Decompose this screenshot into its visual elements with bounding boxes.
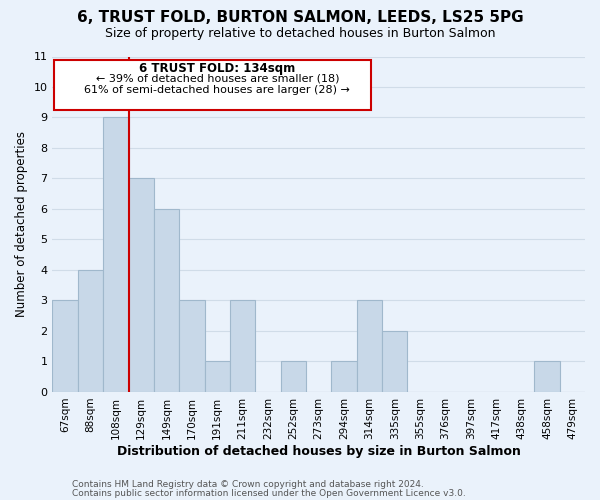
Text: 6 TRUST FOLD: 134sqm: 6 TRUST FOLD: 134sqm [139,62,295,75]
X-axis label: Distribution of detached houses by size in Burton Salmon: Distribution of detached houses by size … [117,444,521,458]
Text: Contains public sector information licensed under the Open Government Licence v3: Contains public sector information licen… [72,488,466,498]
Bar [128,178,154,392]
Text: Contains HM Land Registry data © Crown copyright and database right 2024.: Contains HM Land Registry data © Crown c… [72,480,424,489]
Bar [331,362,357,392]
Y-axis label: Number of detached properties: Number of detached properties [15,131,28,317]
Bar [205,362,230,392]
Bar [230,300,256,392]
Text: Size of property relative to detached houses in Burton Salmon: Size of property relative to detached ho… [105,28,495,40]
Bar [534,362,560,392]
Bar [382,331,407,392]
Text: 6, TRUST FOLD, BURTON SALMON, LEEDS, LS25 5PG: 6, TRUST FOLD, BURTON SALMON, LEEDS, LS2… [77,10,523,25]
Bar [281,362,306,392]
Text: ← 39% of detached houses are smaller (18): ← 39% of detached houses are smaller (18… [95,74,339,84]
Bar [52,300,78,392]
FancyBboxPatch shape [53,60,371,110]
Bar [78,270,103,392]
Bar [154,209,179,392]
Bar [357,300,382,392]
Text: 61% of semi-detached houses are larger (28) →: 61% of semi-detached houses are larger (… [85,86,350,96]
Bar [179,300,205,392]
Bar [103,118,128,392]
